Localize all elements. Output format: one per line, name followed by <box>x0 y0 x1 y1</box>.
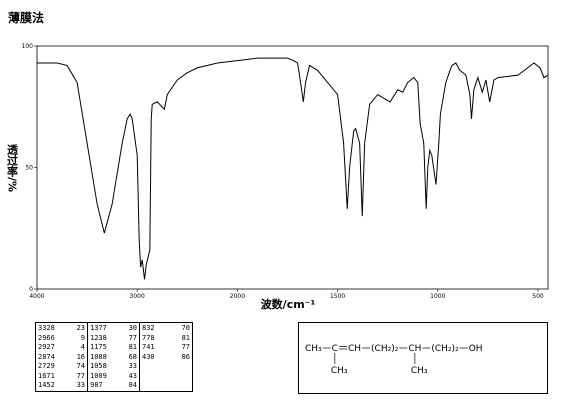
peak-wavenumber: 2874 <box>38 352 55 361</box>
peak-transmittance: 84 <box>128 381 137 389</box>
peak-column: 1377 30 1238 77 1175 81 1088 68 1058 33 1009 43 987 8… <box>88 323 140 391</box>
y-axis-label: 透过率/% <box>6 144 19 192</box>
x-tick-label: 2000 <box>230 293 245 300</box>
peak-transmittance: 77 <box>128 333 137 342</box>
chain-group: CH <box>348 344 361 354</box>
chain-group: CH <box>408 344 421 354</box>
peak-wavenumber: 987 <box>90 381 103 389</box>
peak-transmittance: 81 <box>128 343 137 351</box>
peak-row: 2927 4 <box>38 343 85 353</box>
branch-group: CH₃ <box>411 366 428 376</box>
peak-row: 1238 77 <box>90 334 137 344</box>
peak-transmittance: 4 <box>80 343 85 351</box>
peak-column: 832 70 778 81 741 77 430 86 <box>140 323 192 391</box>
peak-row: 1452 33 <box>38 381 85 391</box>
chain-group: C <box>332 344 338 354</box>
peak-transmittance: 16 <box>76 352 85 361</box>
chart: 薄膜法 波数/cm⁻¹ 透过率/% 4000 3000 2000 1500 1000 50… <box>6 10 549 311</box>
y-tick-label: 0 <box>29 286 33 293</box>
peak-wavenumber: 1009 <box>90 371 107 380</box>
peak-row: 741 77 <box>142 343 190 353</box>
peak-row: 778 81 <box>142 334 190 344</box>
peak-wavenumber: 3328 <box>38 324 55 332</box>
peak-wavenumber: 2927 <box>38 343 55 351</box>
peak-transmittance: 30 <box>128 324 137 332</box>
x-tick-label: 500 <box>532 293 544 300</box>
chain-group: CH₃ <box>305 344 322 354</box>
peak-row: 1175 81 <box>90 343 137 353</box>
peak-wavenumber: 1175 <box>90 343 107 351</box>
plot-frame <box>36 45 549 290</box>
peak-row: 1671 77 <box>38 372 85 382</box>
peak-wavenumber: 430 <box>142 352 155 361</box>
peak-wavenumber: 1088 <box>90 352 107 361</box>
chain-group: OH <box>469 344 483 354</box>
peak-row: 2874 16 <box>38 353 85 363</box>
peak-wavenumber: 2729 <box>38 362 55 370</box>
peak-table: 3328 23 2966 9 2927 4 2874 16 2729 74 1671 77 1452 33… <box>35 322 193 392</box>
peak-transmittance: 9 <box>80 333 85 342</box>
y-tick-label: 50 <box>25 165 33 172</box>
peak-wavenumber: 778 <box>142 333 155 342</box>
peak-transmittance: 74 <box>76 362 85 370</box>
peak-transmittance: 43 <box>128 371 137 380</box>
peak-transmittance: 70 <box>181 324 190 332</box>
chart-title: 薄膜法 <box>8 10 44 25</box>
peak-transmittance: 33 <box>76 381 85 389</box>
x-tick-label: 1000 <box>430 293 445 300</box>
peak-wavenumber: 832 <box>142 324 155 332</box>
peak-transmittance: 86 <box>181 352 190 361</box>
peak-row: 1088 68 <box>90 353 137 363</box>
peak-transmittance: 77 <box>76 371 85 380</box>
peak-row: 987 84 <box>90 381 137 391</box>
peak-transmittance: 33 <box>128 362 137 370</box>
x-tick-label: 4000 <box>29 293 44 300</box>
peak-row: 1058 33 <box>90 362 137 372</box>
peak-column: 3328 23 2966 9 2927 4 2874 16 2729 74 1671 77 1452 33 <box>36 323 88 391</box>
peak-row: 832 70 <box>142 324 190 334</box>
x-tick-label: 1500 <box>330 293 345 300</box>
x-tick-label: 3000 <box>130 293 145 300</box>
peak-wavenumber: 1671 <box>38 371 55 380</box>
peak-row: 1377 30 <box>90 324 137 334</box>
branch-group: CH₃ <box>331 366 348 376</box>
peak-transmittance: 81 <box>181 333 190 342</box>
spectrum-line <box>37 57 549 280</box>
peak-row: 1009 43 <box>90 372 137 382</box>
chain-group: (CH₂)₂ <box>371 344 399 354</box>
peak-transmittance: 77 <box>181 343 190 351</box>
peak-transmittance: 68 <box>128 352 137 361</box>
peak-row: 430 86 <box>142 353 190 363</box>
peak-wavenumber: 1058 <box>90 362 107 370</box>
peak-transmittance: 23 <box>76 324 85 332</box>
peak-wavenumber: 1452 <box>38 381 55 389</box>
peak-row: 3328 23 <box>38 324 85 334</box>
peak-wavenumber: 2966 <box>38 333 55 342</box>
y-tick-label: 100 <box>22 43 34 50</box>
chain-group: (CH₂)₂ <box>431 344 459 354</box>
peak-wavenumber: 1377 <box>90 324 107 332</box>
peak-wavenumber: 741 <box>142 343 155 351</box>
peak-row: 2966 9 <box>38 334 85 344</box>
structure-box: CH₃ C CH (CH₂)₂ CH (CH₂)₂ OH CH₃ CH₃ <box>298 322 548 394</box>
x-axis-label: 波数/cm⁻¹ <box>261 297 316 311</box>
peak-row: 2729 74 <box>38 362 85 372</box>
peak-wavenumber: 1238 <box>90 333 107 342</box>
